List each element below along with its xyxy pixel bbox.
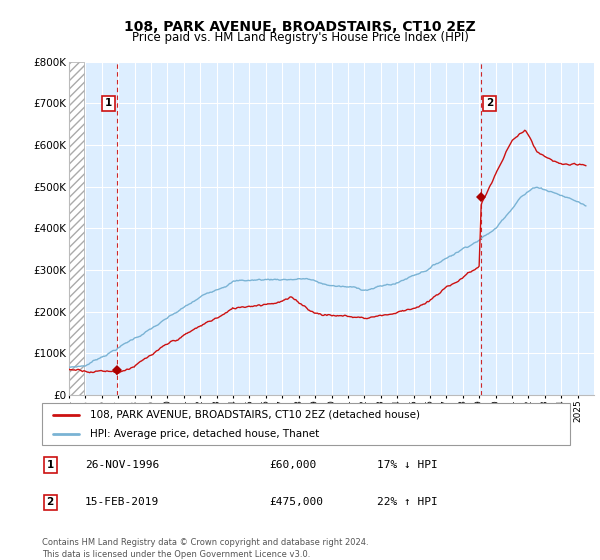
Text: Contains HM Land Registry data © Crown copyright and database right 2024.
This d: Contains HM Land Registry data © Crown c… [42, 538, 368, 559]
Text: 1: 1 [105, 98, 112, 108]
Text: 17% ↓ HPI: 17% ↓ HPI [377, 460, 437, 470]
Text: HPI: Average price, detached house, Thanet: HPI: Average price, detached house, Than… [89, 429, 319, 439]
Text: 1: 1 [46, 460, 54, 470]
Text: 15-FEB-2019: 15-FEB-2019 [85, 497, 160, 507]
Text: 108, PARK AVENUE, BROADSTAIRS, CT10 2EZ: 108, PARK AVENUE, BROADSTAIRS, CT10 2EZ [124, 20, 476, 34]
Text: 2: 2 [46, 497, 54, 507]
Text: 2: 2 [486, 98, 493, 108]
Text: £475,000: £475,000 [269, 497, 323, 507]
Text: 22% ↑ HPI: 22% ↑ HPI [377, 497, 437, 507]
Text: Price paid vs. HM Land Registry's House Price Index (HPI): Price paid vs. HM Land Registry's House … [131, 31, 469, 44]
Text: 26-NOV-1996: 26-NOV-1996 [85, 460, 160, 470]
Text: 108, PARK AVENUE, BROADSTAIRS, CT10 2EZ (detached house): 108, PARK AVENUE, BROADSTAIRS, CT10 2EZ … [89, 409, 419, 419]
Text: £60,000: £60,000 [269, 460, 316, 470]
